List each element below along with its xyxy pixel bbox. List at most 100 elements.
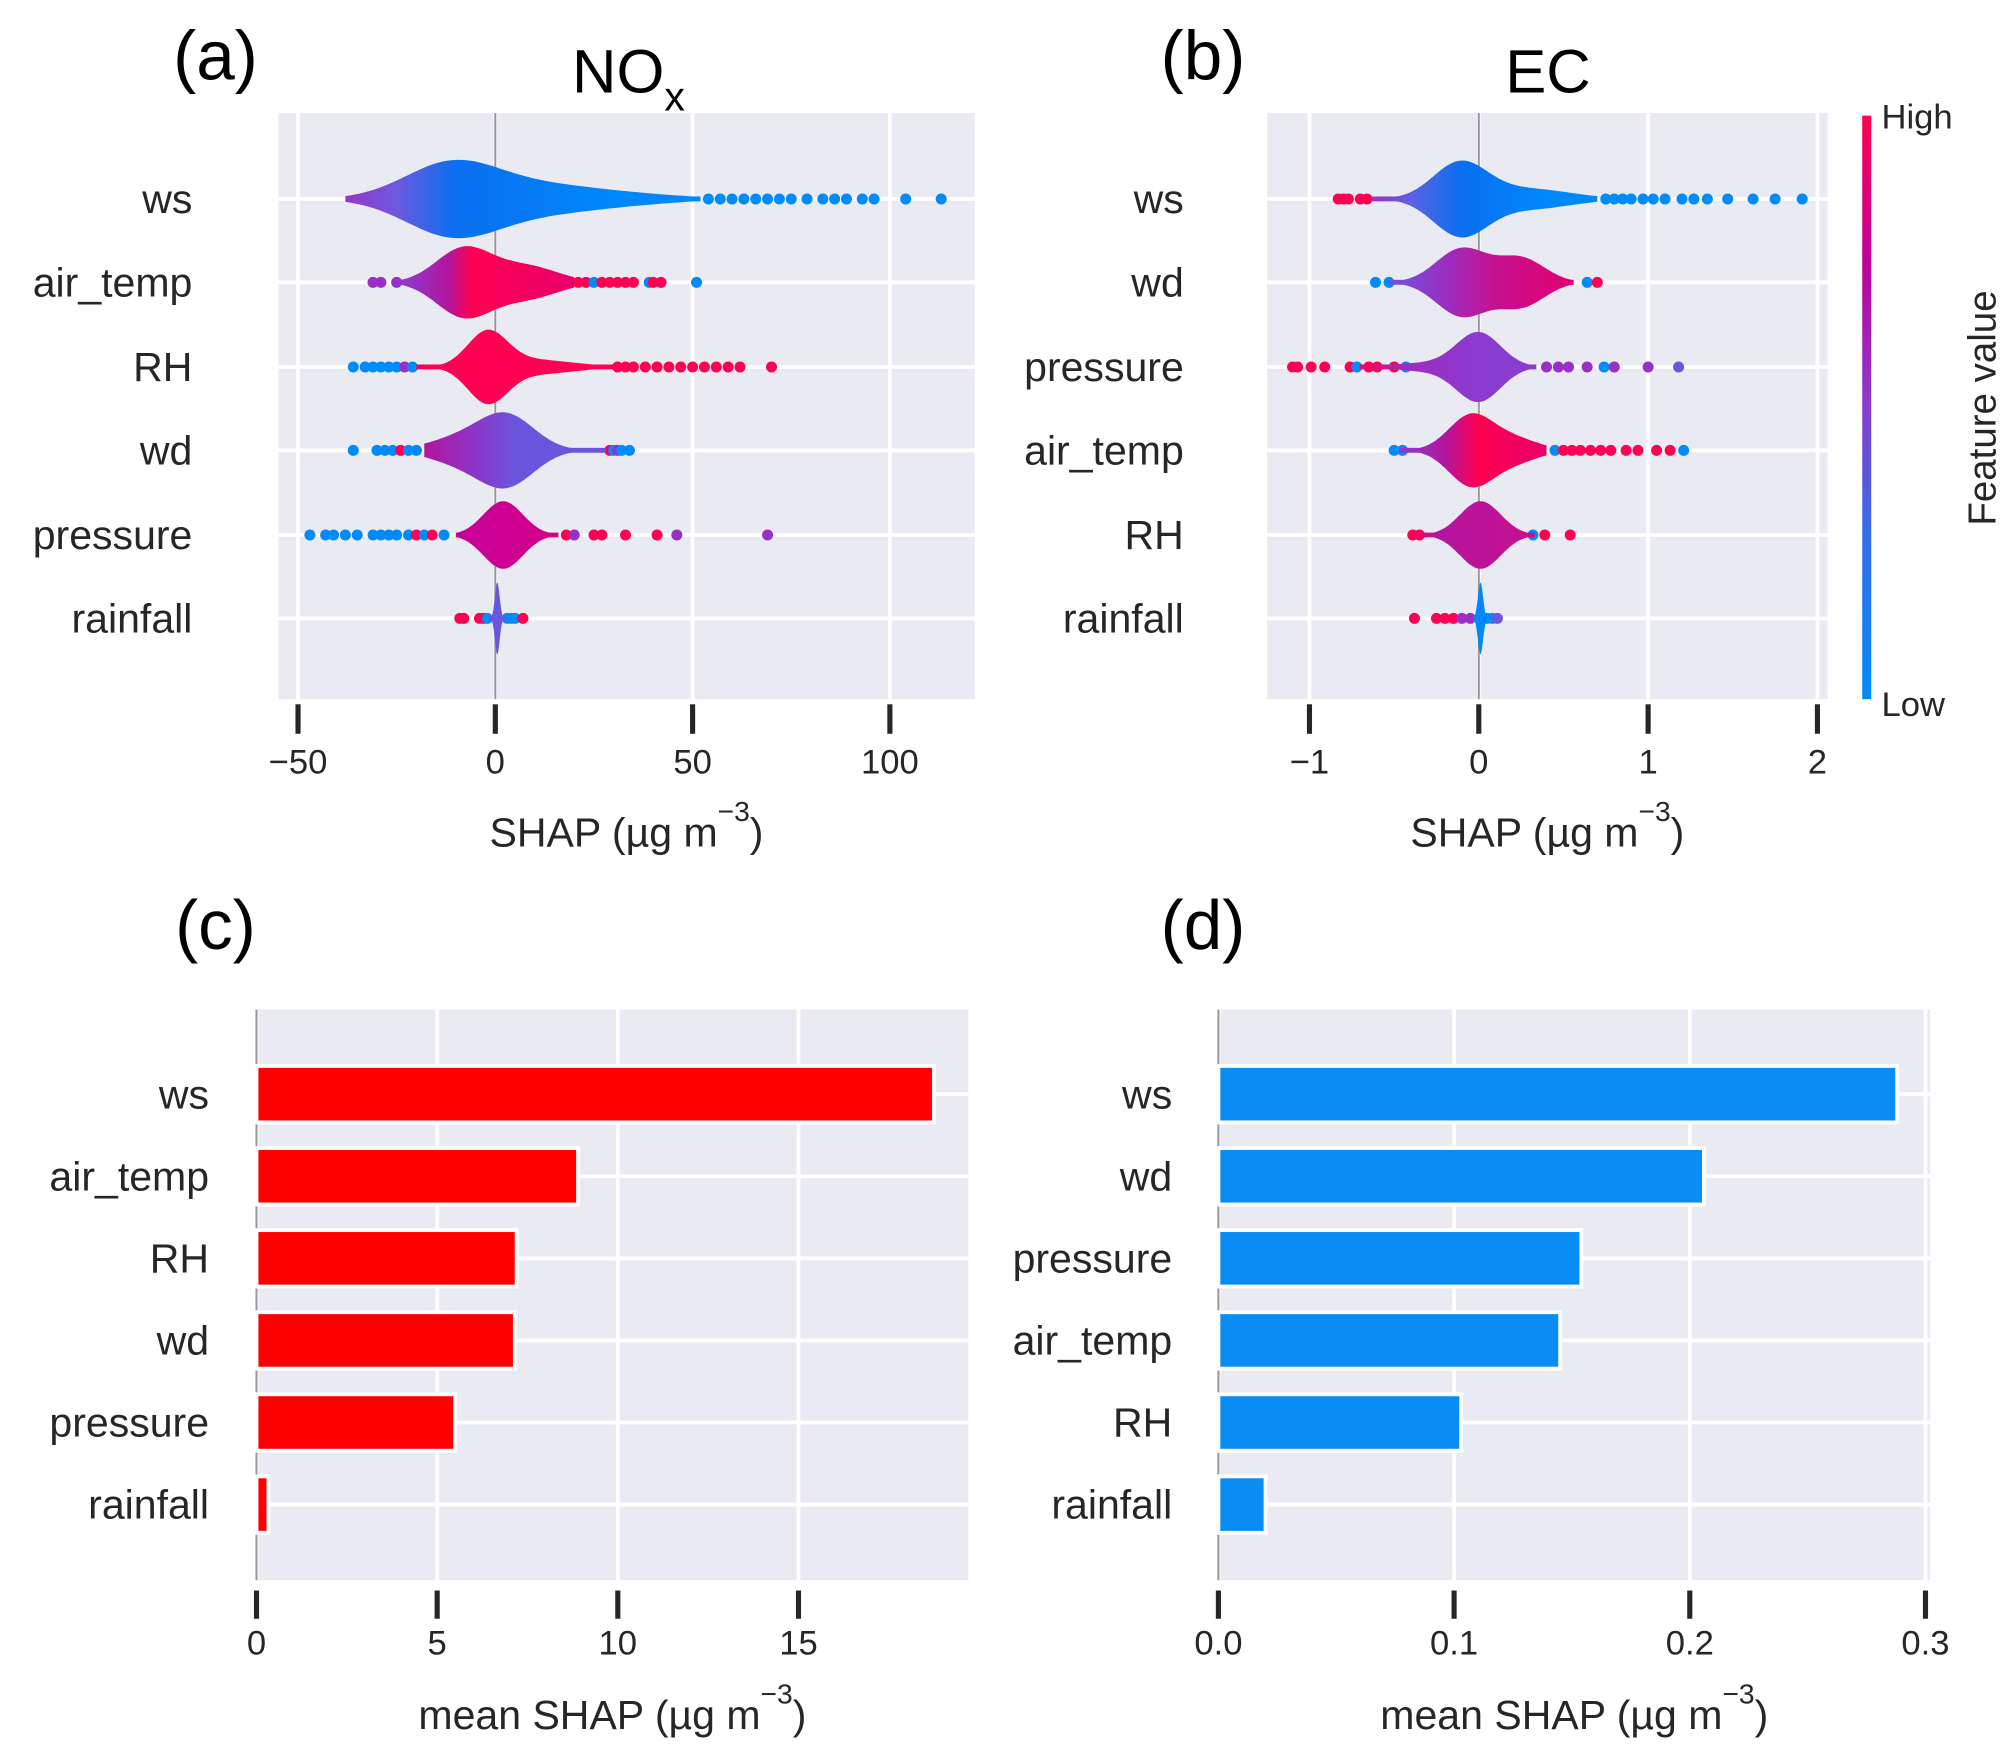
chart-title: EC	[1505, 38, 1590, 107]
shap-point	[1608, 193, 1620, 205]
x-axis-label-superscript: −3	[761, 1677, 793, 1709]
shap-point	[367, 276, 379, 288]
shap-point	[762, 529, 774, 541]
shap-point	[734, 361, 746, 373]
shap-point	[1585, 444, 1597, 456]
shap-point	[1541, 361, 1553, 373]
shap-point	[438, 529, 450, 541]
colorbar-high-label: High	[1881, 98, 1952, 136]
shap-point	[375, 529, 387, 541]
shap-point	[726, 193, 738, 205]
shap-point	[750, 193, 762, 205]
shap-point	[612, 276, 624, 288]
shap-point	[1581, 276, 1593, 288]
y-feature-label: RH	[1125, 512, 1184, 558]
shap-point	[1574, 444, 1586, 456]
shap-point	[1595, 444, 1607, 456]
y-feature-label: RH	[133, 344, 192, 390]
shap-point	[1632, 444, 1644, 456]
bar-RH	[1216, 1392, 1464, 1453]
bar-RH	[254, 1228, 519, 1289]
shap-point	[1351, 361, 1363, 373]
shap-point	[647, 276, 659, 288]
chart-title-text: EC	[1505, 38, 1590, 107]
shap-point	[868, 193, 880, 205]
x-axis-label-superscript: −3	[718, 795, 750, 827]
bar-ws	[1216, 1064, 1900, 1125]
shap-point	[616, 444, 628, 456]
y-category-label: wd	[156, 1318, 209, 1364]
shap-point	[395, 444, 407, 456]
shap-point	[406, 361, 418, 373]
shap-point	[1605, 444, 1617, 456]
beeswarm-density-pressure	[1360, 331, 1537, 403]
y-feature-label: air_temp	[1024, 427, 1184, 473]
shap-point	[785, 193, 797, 205]
colorbar-gradient	[1862, 115, 1872, 700]
shap-point	[1722, 193, 1734, 205]
shap-point	[1608, 361, 1620, 373]
bar-air_temp	[254, 1146, 581, 1207]
y-category-label: RH	[1113, 1400, 1172, 1446]
shap-point	[1664, 444, 1676, 456]
shap-point	[1600, 193, 1612, 205]
shap-point	[698, 361, 710, 373]
shap-point	[1651, 444, 1663, 456]
shap-point	[1456, 612, 1468, 624]
shap-point	[702, 193, 714, 205]
y-feature-label: ws	[1133, 176, 1184, 222]
panel-c: 0 5 10 15 mean SHAP (µg m−3) (c) ws air_temp RH w…	[49, 886, 969, 1738]
panel-d: 0.0 0.1 0.2 0.3 mean SHAP (µg m−3) (d) ws wd pre…	[1013, 886, 1950, 1738]
shap-point	[410, 529, 422, 541]
y-feature-label: wd	[139, 427, 192, 473]
panel-label: (d)	[1161, 886, 1246, 964]
x-tick-label: 15	[779, 1625, 818, 1663]
shap-point	[375, 361, 387, 373]
y-category-label: air_temp	[1013, 1318, 1173, 1364]
shap-point	[426, 529, 438, 541]
shap-point	[738, 193, 750, 205]
panel-a: −50 0 50 100 SHAP (µg m−3) (a) NOx ws air_temp RH…	[33, 17, 975, 856]
shap-point	[588, 276, 600, 288]
chart-title-text: NO	[572, 38, 664, 107]
colorbar-low-label: Low	[1881, 686, 1945, 724]
shap-point	[383, 361, 395, 373]
plot-background	[1267, 113, 1828, 700]
shap-point	[1439, 612, 1451, 624]
shap-point	[509, 612, 521, 624]
shap-point	[1383, 276, 1395, 288]
shap-point	[572, 276, 584, 288]
shap-point	[663, 361, 675, 373]
y-feature-label: rainfall	[1063, 595, 1184, 641]
shap-point	[304, 529, 316, 541]
y-feature-label: wd	[1130, 259, 1183, 305]
x-axis-label-text: mean SHAP (µg m	[418, 1692, 760, 1738]
x-axis-label: mean SHAP (µg m−3)	[1380, 1677, 1768, 1738]
bar-rainfall	[254, 1474, 271, 1535]
shap-point	[691, 276, 703, 288]
bar-rainfall	[1216, 1474, 1268, 1535]
x-axis-label-superscript: −3	[1639, 795, 1671, 827]
bar-air_temp	[1216, 1310, 1563, 1371]
shap-point	[1566, 444, 1578, 456]
shap-point	[1557, 444, 1569, 456]
y-category-label: ws	[158, 1071, 209, 1117]
x-axis-label-text: SHAP (µg m	[1410, 810, 1638, 856]
shap-point	[351, 529, 363, 541]
shap-point	[387, 444, 399, 456]
y-category-label: wd	[1119, 1153, 1172, 1199]
x-tick-label: 2	[1808, 744, 1827, 782]
shap-point	[1430, 612, 1442, 624]
x-axis-label: SHAP (µg m−3)	[1410, 795, 1684, 856]
y-category-label: ws	[1121, 1071, 1172, 1117]
shap-point	[1688, 193, 1700, 205]
shap-point	[1388, 444, 1400, 456]
beeswarm-density-rainfall	[489, 582, 506, 655]
shap-point	[403, 444, 415, 456]
shap-point	[651, 361, 663, 373]
x-tick-label: 1	[1638, 744, 1657, 782]
shap-point	[655, 276, 667, 288]
bar-pressure	[254, 1392, 458, 1453]
x-axis-label-superscript: −3	[1722, 1677, 1754, 1709]
